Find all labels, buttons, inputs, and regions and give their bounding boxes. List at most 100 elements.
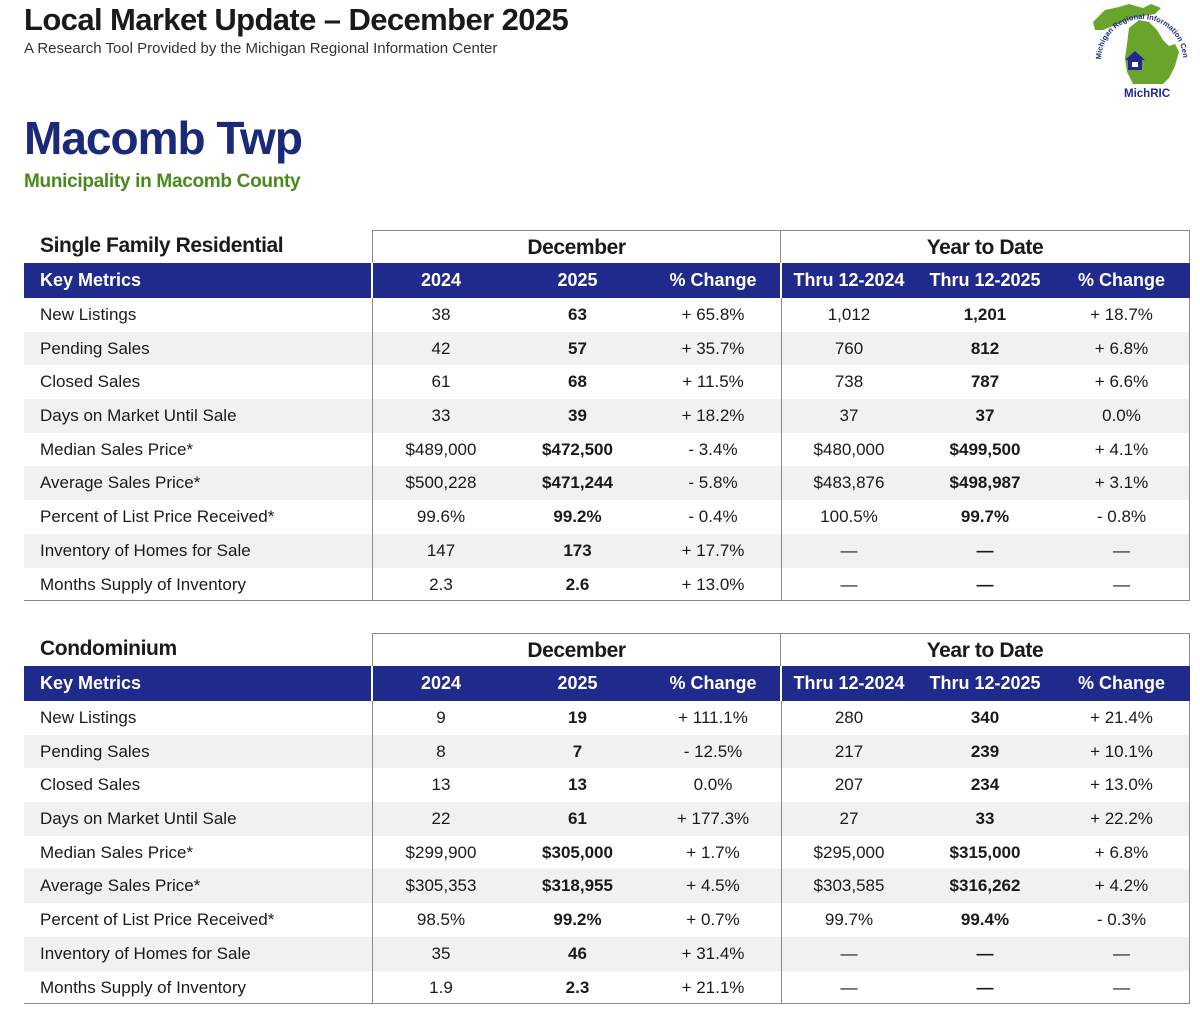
table-row: Inventory of Homes for Sale 147 173 + 17… xyxy=(24,533,1190,568)
table-cell: 0.0% xyxy=(693,775,733,795)
table-cell: + 22.2% xyxy=(1090,809,1153,829)
report-title: Local Market Update – December 2025 xyxy=(24,2,569,37)
table-cell: $489,000 xyxy=(405,439,477,459)
column-header: 2024 xyxy=(420,270,462,290)
table-cell: — xyxy=(976,943,994,963)
table-row: Days on Market Until Sale 22 61 + 177.3%… xyxy=(24,802,1190,836)
table-row: Median Sales Price* $299,900 $305,000 + … xyxy=(24,836,1190,870)
logo-wordmark: MichRIC xyxy=(1124,88,1170,100)
table-cell: 61 xyxy=(431,372,451,392)
table-cell: 42 xyxy=(431,338,451,358)
table-cell: + 4.5% xyxy=(686,876,740,896)
column-header: 2024 xyxy=(420,673,462,693)
table-cell: + 4.1% xyxy=(1094,439,1149,459)
table-row: Average Sales Price* $305,353 $318,955 +… xyxy=(24,869,1190,904)
table-row: Percent of List Price Received* 99.6% 99… xyxy=(24,500,1190,534)
group-ytd-header: Year to Date xyxy=(781,633,1190,666)
table-row: New Listings 9 19 + 111.1% 280 340 + 21.… xyxy=(24,701,1190,735)
table-cell: 280 xyxy=(834,708,864,727)
table-cell: 63 xyxy=(568,305,587,324)
metric-label: Inventory of Homes for Sale xyxy=(40,540,251,560)
column-header: % Change xyxy=(669,673,757,693)
table-cell: 100.5% xyxy=(820,507,878,527)
table-cell: + 4.2% xyxy=(1094,876,1149,896)
column-header: % Change xyxy=(1077,673,1165,693)
table-cell: 7 xyxy=(572,741,583,761)
metric-label: Inventory of Homes for Sale xyxy=(40,943,251,963)
table-cell: + 21.1% xyxy=(681,977,745,997)
table-cell: $500,228 xyxy=(405,473,477,493)
table-row: Closed Sales 61 68 + 11.5% 738 787 + 6.6… xyxy=(24,365,1190,399)
metric-label: Median Sales Price* xyxy=(40,439,194,459)
table-cell: - 3.4% xyxy=(688,439,738,459)
table-cell: — xyxy=(1113,540,1130,560)
table-row: Average Sales Price* $500,228 $471,244 -… xyxy=(24,466,1190,501)
metric-label: Percent of List Price Received* xyxy=(40,507,275,527)
metric-label: Median Sales Price* xyxy=(40,842,194,862)
table-cell: $305,000 xyxy=(542,842,613,862)
table-cell: 98.5% xyxy=(416,910,466,930)
group-month-header: December xyxy=(372,230,781,263)
table-cell: + 6.8% xyxy=(1094,338,1149,358)
michigan-map-icon: Michigan Regional Information Center Mic… xyxy=(1083,0,1190,100)
table-cell: + 18.2% xyxy=(681,406,745,426)
table-cell: $471,244 xyxy=(542,473,613,493)
table-cell: 35 xyxy=(431,943,451,963)
table-cell: $472,500 xyxy=(542,439,613,459)
table-cell: 2.3 xyxy=(565,977,590,997)
table-cell: — xyxy=(976,977,994,997)
metric-label: Days on Market Until Sale xyxy=(40,809,237,829)
table-cell: 8 xyxy=(436,741,446,761)
table-cell: 99.7% xyxy=(824,910,874,930)
table-cell: 340 xyxy=(970,708,1000,727)
column-header: 2025 xyxy=(557,270,598,290)
table-cell: 760 xyxy=(834,338,864,358)
table-row: Months Supply of Inventory 2.3 2.6 + 13.… xyxy=(24,568,1190,602)
metric-label: New Listings xyxy=(40,305,137,324)
single-family-table: Single Family Residential December Year … xyxy=(24,230,1190,602)
table-row: Pending Sales 8 7 - 12.5% 217 239 + 10.1… xyxy=(24,734,1190,769)
column-header: Thru 12-2024 xyxy=(793,270,905,290)
table-cell: 0.0% xyxy=(1102,406,1141,426)
table-cell: + 31.4% xyxy=(681,943,745,963)
table-cell: + 10.1% xyxy=(1090,741,1153,761)
metric-label: Closed Sales xyxy=(40,775,141,795)
group-month-header: December xyxy=(372,633,781,666)
metric-label: Pending Sales xyxy=(40,741,150,761)
table-cell: 99.7% xyxy=(960,507,1010,527)
table-cell: + 13.0% xyxy=(681,574,745,594)
metric-label: Pending Sales xyxy=(40,338,150,358)
table-cell: 207 xyxy=(834,775,864,795)
table-cell: 13 xyxy=(568,775,587,795)
area-description: Municipality in Macomb County xyxy=(24,171,301,192)
table-cell: — xyxy=(1113,943,1130,963)
table-cell: — xyxy=(976,574,994,594)
column-header: Thru 12-2024 xyxy=(793,673,905,693)
table-cell: 787 xyxy=(970,372,1000,392)
table-cell: 1.9 xyxy=(429,977,453,997)
table-body: New Listings 38 63 + 65.8% 1,012 1,201 +… xyxy=(24,298,1190,602)
table-row: Pending Sales 42 57 + 35.7% 760 812 + 6.… xyxy=(24,331,1190,366)
column-header: Thru 12-2025 xyxy=(929,270,1041,290)
table-cell: 33 xyxy=(975,809,995,829)
metric-label: Days on Market Until Sale xyxy=(40,406,237,426)
table-cell: $299,900 xyxy=(405,842,477,862)
group-header-row: Single Family Residential December Year … xyxy=(24,230,1190,263)
michric-logo: Michigan Regional Information Center Mic… xyxy=(1083,0,1195,104)
table-cell: $316,262 xyxy=(949,876,1021,896)
table-cell: - 5.8% xyxy=(688,473,738,493)
metric-label: Months Supply of Inventory xyxy=(40,574,247,594)
table-cell: 22 xyxy=(431,809,451,829)
table-cell: 99.2% xyxy=(553,910,602,930)
table-cell: 812 xyxy=(970,338,1000,358)
table-cell: 46 xyxy=(568,943,587,963)
property-type-label: Condominium xyxy=(40,637,177,660)
table-cell: $315,000 xyxy=(949,842,1021,862)
table-cell: — xyxy=(1113,574,1130,594)
condominium-table: Condominium December Year to Date Key Me… xyxy=(24,633,1190,1005)
table-cell: + 65.8% xyxy=(681,305,745,324)
table-cell: $483,876 xyxy=(813,473,885,493)
table-cell: - 0.3% xyxy=(1096,910,1147,930)
table-row: Percent of List Price Received* 98.5% 99… xyxy=(24,903,1190,937)
table-row: Closed Sales 13 13 0.0% 207 234 + 13.0% xyxy=(24,768,1190,802)
